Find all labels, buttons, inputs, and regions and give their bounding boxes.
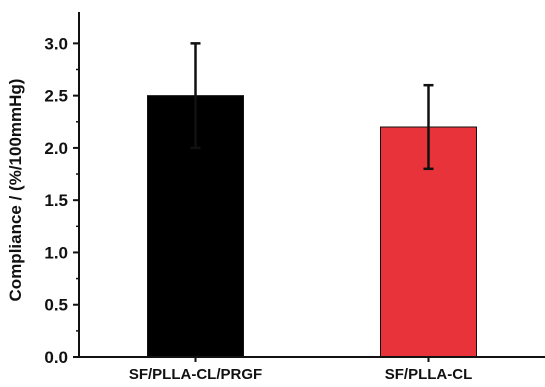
bars bbox=[147, 95, 477, 358]
y-tick-label: 0.0 bbox=[44, 348, 68, 367]
y-axis-ticks: 0.0 0.5 1.0 1.5 2.0 2.5 3.0 bbox=[44, 34, 79, 367]
error-bars bbox=[190, 42, 434, 171]
y-axis-title: Compliance / (%/100mmHg) bbox=[6, 79, 25, 302]
x-axis-labels: SF/PLLA-CL/PRGF SF/PLLA-CL bbox=[129, 357, 472, 383]
x-tick-label: SF/PLLA-CL/PRGF bbox=[129, 366, 262, 383]
y-tick-label: 3.0 bbox=[44, 34, 68, 53]
y-tick-label: 2.0 bbox=[44, 139, 68, 158]
y-tick-label: 1.0 bbox=[44, 243, 68, 262]
y-tick-label: 0.5 bbox=[44, 296, 68, 315]
y-tick-label: 2.5 bbox=[44, 87, 68, 106]
y-tick-label: 1.5 bbox=[44, 191, 68, 210]
x-tick-label: SF/PLLA-CL bbox=[385, 366, 473, 383]
